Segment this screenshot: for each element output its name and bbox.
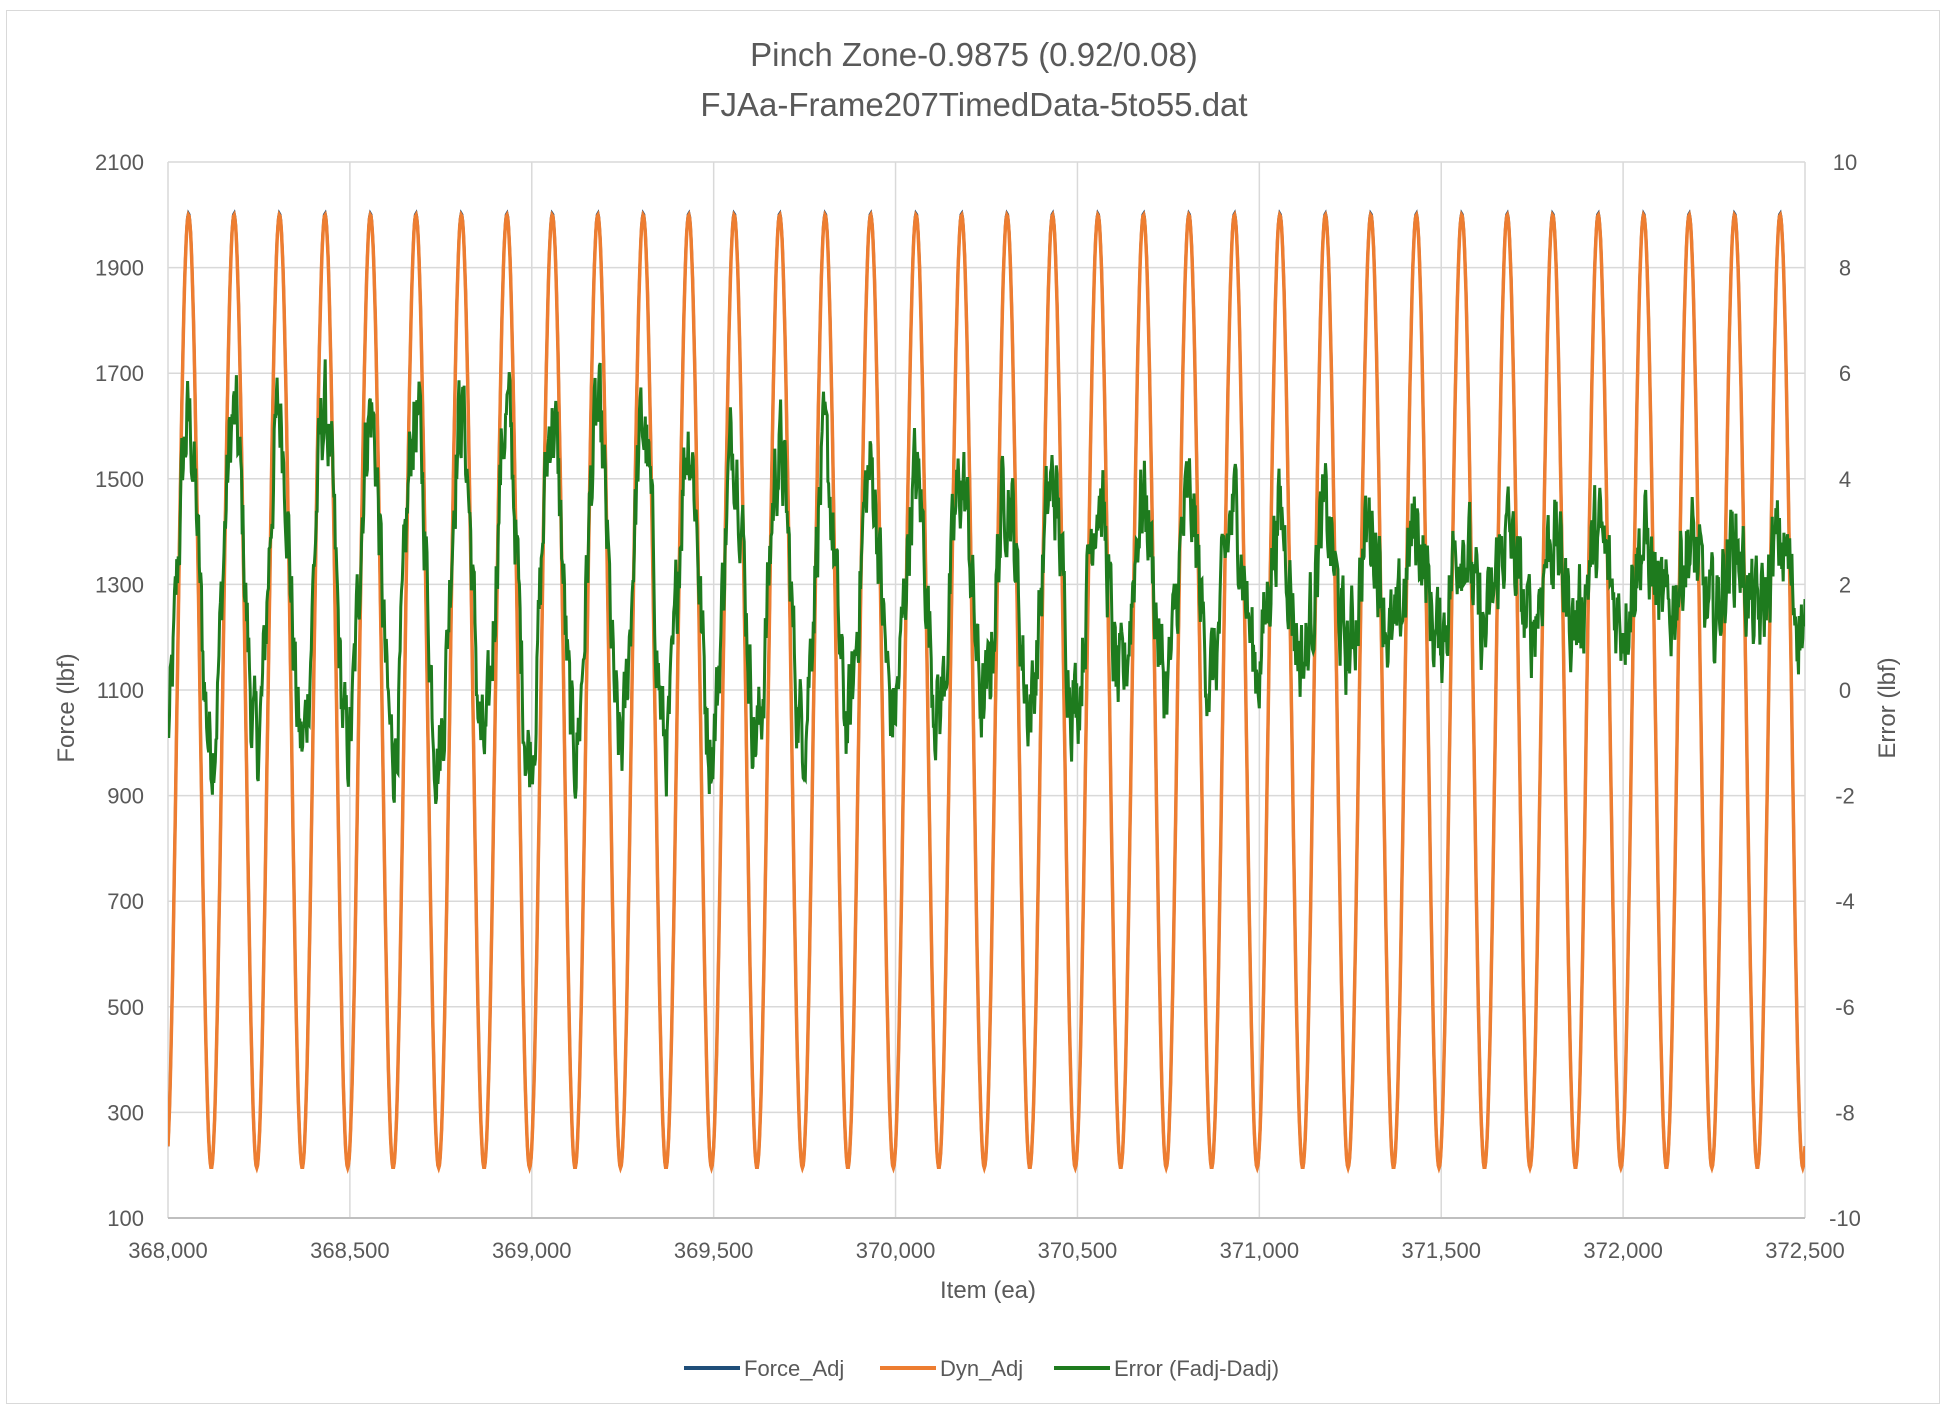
y-axis-title: Force (lbf)	[53, 653, 80, 762]
y-tick-label: 900	[107, 784, 144, 809]
y2-tick-label: -4	[1835, 889, 1855, 914]
y2-tick-label: 4	[1839, 467, 1851, 492]
legend-label-dyn-adj: Dyn_Adj	[940, 1356, 1023, 1381]
y2-tick-label: -6	[1835, 995, 1855, 1020]
series-layer	[168, 209, 1805, 1175]
gridlines	[167, 161, 1806, 1219]
y-tick-label: 700	[107, 889, 144, 914]
y-tick-label: 1900	[95, 256, 144, 281]
series-line-dyn-adj	[168, 210, 1805, 1175]
x-axis-ticks: 368,000 368,500 369,000 369,500 370,000 370,5…	[128, 1238, 1845, 1263]
x-tick-label: 371,500	[1401, 1238, 1481, 1263]
y-tick-label: 1100	[97, 678, 144, 703]
chart-subtitle: FJAa-Frame207TimedData-5to55.dat	[700, 86, 1247, 123]
y2-tick-label: 10	[1833, 150, 1857, 175]
x-tick-label: 368,500	[310, 1238, 390, 1263]
y-tick-label: 1700	[95, 361, 144, 386]
x-tick-label: 372,500	[1765, 1238, 1845, 1263]
y2-tick-label: 2	[1839, 572, 1851, 597]
y-tick-label: 2100	[95, 150, 144, 175]
x-tick-label: 370,000	[856, 1238, 936, 1263]
y2-tick-label: 6	[1839, 361, 1851, 386]
y-tick-label: 500	[107, 995, 144, 1020]
y-tick-label: 100	[107, 1206, 144, 1231]
x-tick-label: 372,000	[1583, 1238, 1663, 1263]
y2-axis-title: Error (lbf)	[1874, 657, 1901, 758]
chart-title: Pinch Zone-0.9875 (0.92/0.08)	[750, 36, 1198, 73]
y-axis-ticks: 100 300 500 700 900 1100 1300 1500 1700 1900 2100	[95, 150, 144, 1231]
y2-tick-label: 8	[1839, 256, 1851, 281]
y-tick-label: 300	[107, 1100, 144, 1125]
legend: Force_Adj Dyn_Adj Error (Fadj-Dadj)	[684, 1356, 1279, 1381]
x-tick-label: 371,000	[1220, 1238, 1300, 1263]
x-tick-label: 370,500	[1038, 1238, 1118, 1263]
y2-tick-label: -2	[1835, 784, 1855, 809]
y2-axis-ticks: -10 -8 -6 -4 -2 0 2 4 6 8 10	[1829, 150, 1861, 1231]
legend-label-force-adj: Force_Adj	[744, 1356, 844, 1381]
x-tick-label: 369,000	[492, 1238, 572, 1263]
x-axis-title: Item (ea)	[940, 1277, 1036, 1304]
legend-label-error: Error (Fadj-Dadj)	[1114, 1356, 1279, 1381]
series-line-error	[168, 359, 1805, 805]
y2-tick-label: -10	[1829, 1206, 1861, 1231]
y2-tick-label: -8	[1835, 1100, 1855, 1125]
x-tick-label: 368,000	[128, 1238, 208, 1263]
y-tick-label: 1300	[95, 572, 144, 597]
y-tick-label: 1500	[95, 467, 144, 492]
x-tick-label: 369,500	[674, 1238, 754, 1263]
y2-tick-label: 0	[1839, 678, 1851, 703]
